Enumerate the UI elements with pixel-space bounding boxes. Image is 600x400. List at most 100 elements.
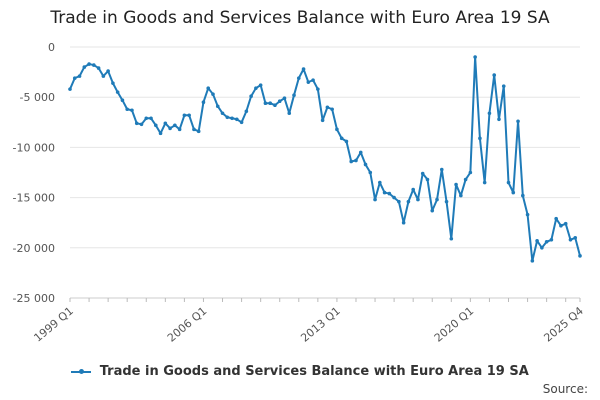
data-point[interactable]: [473, 55, 477, 59]
data-point[interactable]: [554, 216, 558, 221]
data-point[interactable]: [182, 113, 187, 118]
data-point[interactable]: [263, 101, 268, 106]
data-point[interactable]: [215, 104, 220, 109]
data-point[interactable]: [277, 99, 282, 104]
data-point[interactable]: [244, 109, 249, 114]
data-point[interactable]: [130, 108, 134, 113]
data-point[interactable]: [439, 167, 444, 172]
data-point[interactable]: [82, 65, 87, 69]
data-point[interactable]: [211, 92, 215, 96]
data-point[interactable]: [196, 129, 201, 134]
data-point[interactable]: [330, 107, 334, 112]
data-point[interactable]: [420, 171, 425, 176]
data-point[interactable]: [192, 127, 196, 132]
data-point[interactable]: [282, 96, 287, 100]
data-point[interactable]: [311, 78, 315, 82]
data-point[interactable]: [230, 116, 234, 121]
data-point[interactable]: [430, 208, 435, 213]
data-point[interactable]: [68, 87, 72, 91]
data-point[interactable]: [101, 74, 106, 78]
data-point[interactable]: [492, 73, 497, 77]
data-point[interactable]: [163, 121, 168, 126]
data-point[interactable]: [335, 127, 339, 132]
data-point[interactable]: [111, 81, 115, 85]
data-point[interactable]: [573, 235, 578, 240]
data-point[interactable]: [468, 170, 473, 175]
data-point[interactable]: [320, 118, 325, 123]
data-point[interactable]: [344, 139, 349, 144]
data-point[interactable]: [501, 84, 506, 88]
data-point[interactable]: [287, 111, 292, 116]
data-point[interactable]: [373, 197, 377, 202]
data-point[interactable]: [354, 158, 358, 163]
data-point[interactable]: [177, 127, 182, 132]
data-point[interactable]: [144, 116, 149, 121]
data-point[interactable]: [92, 63, 96, 67]
legend[interactable]: Trade in Goods and Services Balance with…: [0, 364, 600, 379]
data-point[interactable]: [134, 121, 139, 126]
data-point[interactable]: [544, 239, 549, 244]
data-point[interactable]: [530, 259, 535, 263]
data-point[interactable]: [258, 83, 263, 87]
data-point[interactable]: [463, 177, 468, 182]
data-point[interactable]: [521, 193, 525, 198]
data-point[interactable]: [273, 103, 277, 108]
data-point[interactable]: [149, 116, 153, 121]
data-point[interactable]: [411, 187, 415, 192]
data-point[interactable]: [358, 150, 363, 155]
data-point[interactable]: [454, 182, 458, 187]
data-point[interactable]: [578, 254, 582, 258]
data-point[interactable]: [559, 223, 563, 228]
data-point[interactable]: [306, 80, 311, 84]
data-point[interactable]: [363, 162, 368, 167]
data-point[interactable]: [254, 86, 258, 90]
data-point[interactable]: [125, 107, 129, 112]
data-point[interactable]: [563, 221, 568, 226]
data-point[interactable]: [487, 111, 492, 116]
data-point[interactable]: [511, 190, 516, 195]
data-point[interactable]: [173, 123, 177, 128]
data-point[interactable]: [220, 111, 225, 116]
data-point[interactable]: [568, 237, 573, 242]
data-point[interactable]: [296, 76, 301, 80]
data-point[interactable]: [535, 238, 539, 243]
data-point[interactable]: [316, 87, 320, 91]
data-point[interactable]: [392, 195, 396, 200]
data-point[interactable]: [268, 101, 272, 106]
data-point[interactable]: [497, 117, 501, 122]
data-point[interactable]: [506, 180, 511, 185]
data-point[interactable]: [382, 190, 387, 195]
data-point[interactable]: [549, 237, 554, 242]
data-point[interactable]: [235, 117, 239, 122]
data-point[interactable]: [168, 126, 172, 131]
data-point[interactable]: [72, 76, 77, 80]
data-point[interactable]: [435, 197, 439, 202]
data-point[interactable]: [158, 131, 163, 136]
data-point[interactable]: [478, 136, 482, 141]
data-point[interactable]: [187, 113, 191, 118]
data-point[interactable]: [482, 180, 487, 185]
data-point[interactable]: [378, 180, 382, 185]
data-point[interactable]: [401, 220, 406, 225]
data-point[interactable]: [540, 246, 544, 250]
data-point[interactable]: [292, 93, 296, 97]
data-point[interactable]: [459, 193, 463, 198]
data-point[interactable]: [77, 74, 82, 78]
data-point[interactable]: [115, 90, 120, 94]
data-point[interactable]: [153, 123, 158, 128]
data-point[interactable]: [87, 62, 91, 66]
data-point[interactable]: [106, 69, 110, 73]
data-point[interactable]: [225, 115, 230, 120]
data-point[interactable]: [525, 212, 530, 217]
data-point[interactable]: [349, 159, 354, 164]
data-point[interactable]: [449, 236, 454, 241]
data-point[interactable]: [397, 199, 401, 204]
data-point[interactable]: [416, 197, 420, 202]
data-point[interactable]: [139, 122, 144, 127]
data-point[interactable]: [339, 136, 344, 141]
data-point[interactable]: [325, 105, 330, 110]
data-point[interactable]: [387, 191, 392, 196]
data-point[interactable]: [406, 199, 411, 204]
data-point[interactable]: [425, 177, 430, 182]
data-point[interactable]: [444, 199, 449, 204]
